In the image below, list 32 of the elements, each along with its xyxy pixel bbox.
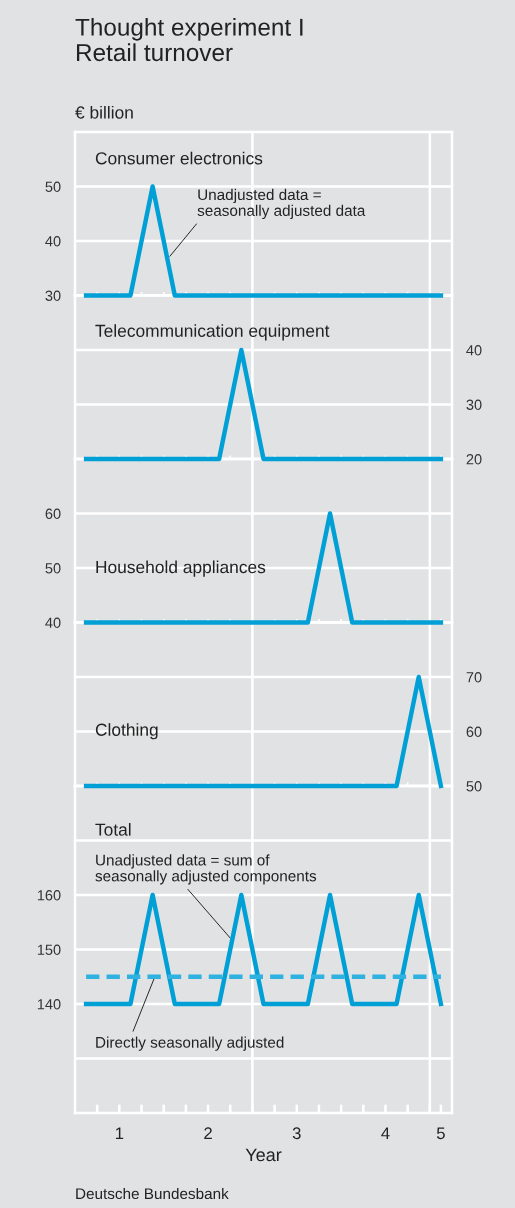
text: Consumer electronics: [95, 151, 263, 165]
chart-title: Thought experiment I Retail turnover: [75, 18, 303, 62]
y-tick-label: 40: [45, 236, 61, 247]
annotation: Unadjusted data = seasonally adjusted data: [197, 188, 366, 220]
y-tick-label: 50: [45, 181, 61, 192]
x-tick-label: 2: [204, 1127, 212, 1139]
y2-tick-label: 20: [466, 454, 482, 465]
y2-tick-label: 60: [466, 726, 482, 737]
x-tick-label: 4: [381, 1127, 390, 1139]
x-tick-label: 3: [292, 1127, 301, 1140]
y2-tick-label: 70: [466, 672, 482, 683]
x-axis-title: Year: [245, 1148, 282, 1162]
y-tick-label: 30: [45, 290, 61, 301]
text: Deutsche Bundesbank: [76, 1187, 229, 1200]
y2-tick-label: 30: [466, 399, 482, 410]
text: Telecommunication equipment: [95, 324, 330, 341]
text: Clothing: [95, 723, 158, 740]
x-tick-label: 5: [436, 1127, 445, 1140]
y2-tick-label: 50: [466, 781, 482, 792]
y-axis-title: € billion: [75, 105, 133, 119]
x-tick-label: 1: [115, 1127, 124, 1139]
text: Total: [95, 823, 131, 836]
y-tick-label: 40: [45, 617, 61, 628]
y2-tick-label: 40: [466, 345, 482, 356]
y-tick-label: 140: [37, 999, 61, 1010]
y-tick-label: 60: [45, 508, 61, 519]
y-tick-label: 50: [45, 563, 61, 574]
annotation: Unadjusted data = sum of seasonally adjusted components: [95, 854, 317, 885]
annotation: Directly seasonally adjusted: [96, 1036, 284, 1051]
y-tick-label: 150: [37, 944, 61, 955]
y-tick-label: 160: [37, 890, 61, 901]
text: Household appliances: [96, 560, 266, 577]
